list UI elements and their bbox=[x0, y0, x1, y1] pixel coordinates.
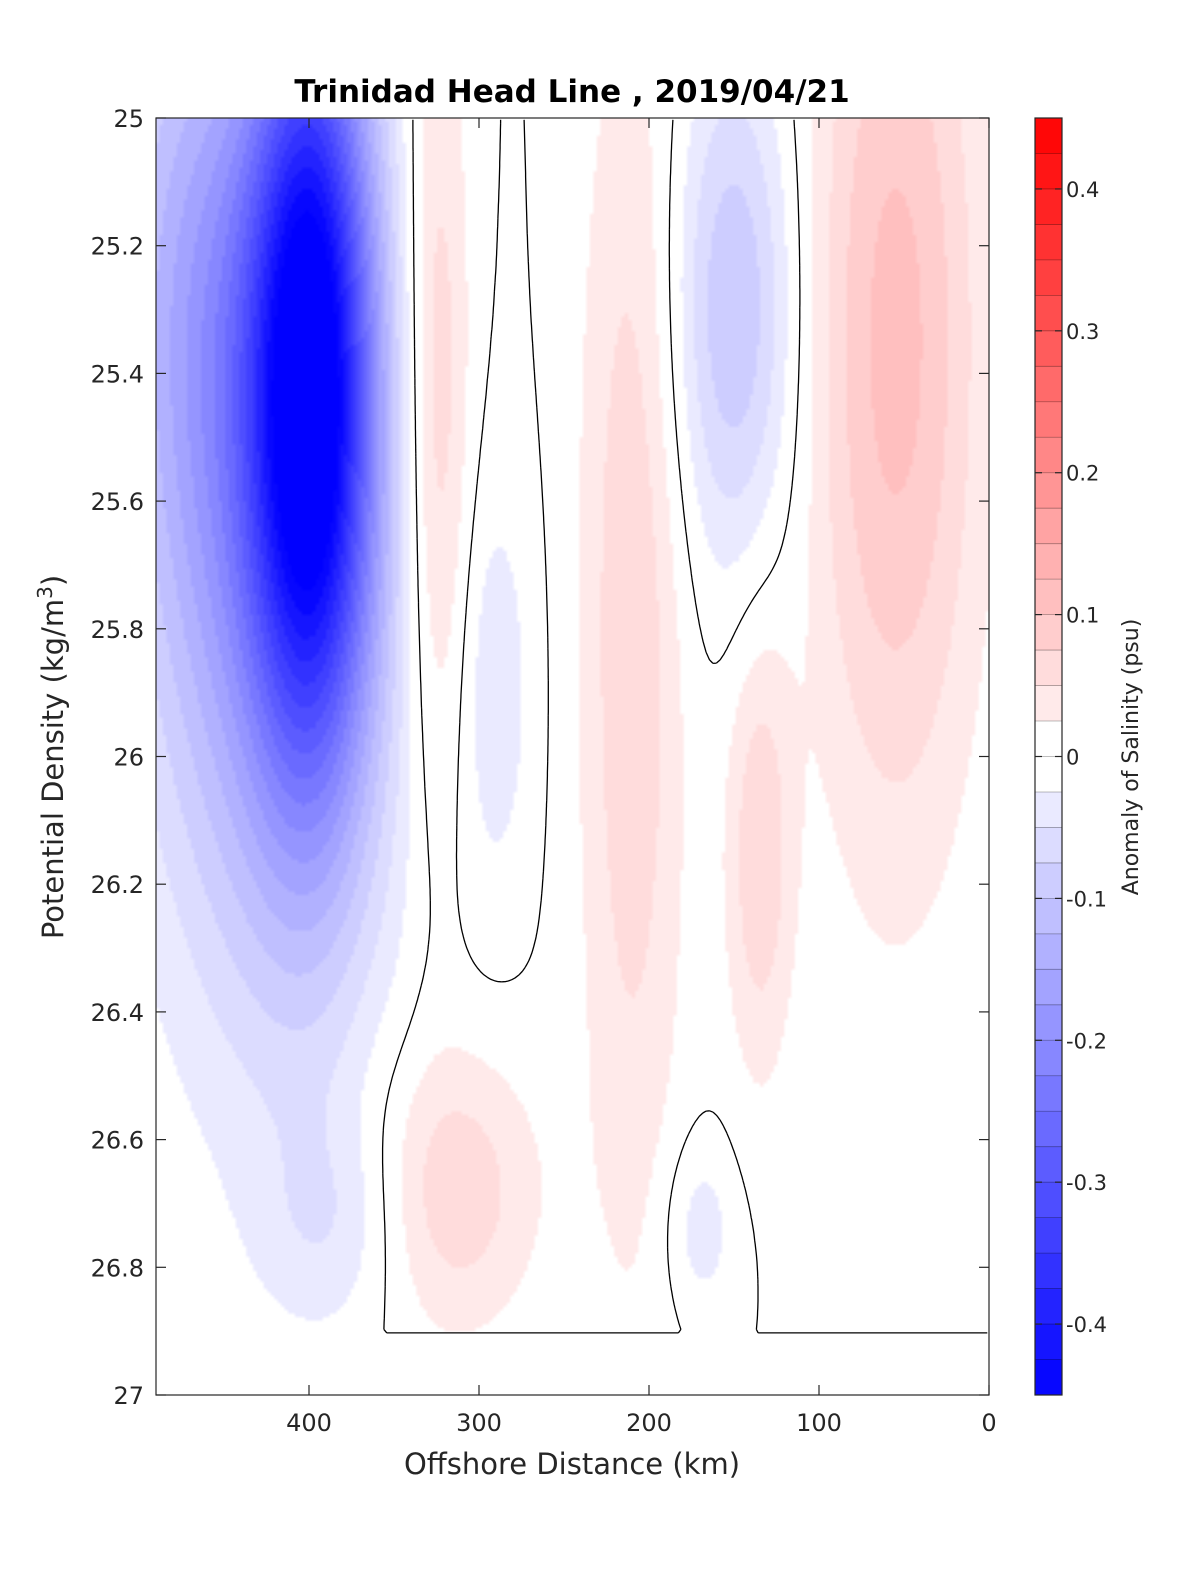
colorbar-segment bbox=[1035, 933, 1062, 970]
y-tick-label: 25.6 bbox=[91, 488, 144, 516]
colorbar-label: Anomaly of Salinity (psu) bbox=[1119, 619, 1144, 896]
colorbar-segment bbox=[1035, 153, 1062, 190]
colorbar-segment bbox=[1035, 401, 1062, 438]
colorbar-segment bbox=[1035, 118, 1062, 154]
colorbar-segment bbox=[1035, 1324, 1062, 1361]
x-tick-label: 0 bbox=[981, 1409, 996, 1437]
colorbar-segment bbox=[1035, 224, 1062, 261]
y-tick-label: 25.8 bbox=[91, 616, 144, 644]
colorbar-segment bbox=[1035, 330, 1062, 367]
colorbar-tick-label: 0.1 bbox=[1066, 604, 1099, 628]
y-tick-label: 26.6 bbox=[91, 1127, 144, 1155]
colorbar-segment bbox=[1035, 685, 1062, 722]
y-tick-label: 26 bbox=[113, 744, 144, 772]
colorbar-tick-label: 0.3 bbox=[1066, 320, 1099, 344]
x-tick-label: 100 bbox=[796, 1409, 842, 1437]
colorbar-segment bbox=[1035, 827, 1062, 864]
colorbar-segment bbox=[1035, 721, 1062, 757]
y-axis-label: Potential Density (kg/m3) bbox=[33, 575, 70, 939]
y-tick-label: 26.4 bbox=[91, 999, 144, 1027]
colorbar-segment bbox=[1035, 791, 1062, 828]
colorbar-segment bbox=[1035, 295, 1062, 332]
salinity-anomaly-field bbox=[156, 118, 989, 1395]
colorbar-tick-label: -0.3 bbox=[1066, 1171, 1107, 1195]
colorbar-tick-label: -0.1 bbox=[1066, 887, 1107, 911]
colorbar-tick-label: 0 bbox=[1066, 746, 1079, 770]
y-tick-label: 25.2 bbox=[91, 233, 144, 261]
colorbar-segment bbox=[1035, 1075, 1062, 1112]
colorbar-segment bbox=[1035, 614, 1062, 651]
y-tick-label: 26.2 bbox=[91, 871, 144, 899]
colorbar-segment bbox=[1035, 756, 1062, 793]
chart-title: Trinidad Head Line , 2019/04/21 bbox=[294, 74, 849, 110]
y-tick-label: 25 bbox=[113, 105, 144, 133]
colorbar-segment bbox=[1035, 1288, 1062, 1325]
y-axis-ticks: 25 25.2 25.4 25.6 25.8 26 26.2 26.4 26.6 26.8 27 bbox=[91, 105, 989, 1410]
colorbar-segment bbox=[1035, 259, 1062, 296]
colorbar-segment bbox=[1035, 1040, 1062, 1077]
y-tick-label: 25.4 bbox=[91, 360, 144, 388]
colorbar-segment bbox=[1035, 508, 1062, 545]
colorbar-tick-label: 0.2 bbox=[1066, 462, 1099, 486]
colorbar-segment bbox=[1035, 862, 1062, 899]
colorbar-segment bbox=[1035, 1359, 1062, 1396]
x-tick-label: 300 bbox=[456, 1409, 502, 1437]
colorbar-tick-label: -0.2 bbox=[1066, 1029, 1107, 1053]
y-tick-label: 27 bbox=[113, 1382, 144, 1410]
x-axis-label: Offshore Distance (km) bbox=[404, 1447, 740, 1481]
x-tick-label: 200 bbox=[626, 1409, 672, 1437]
y-axis-label-close: ) bbox=[36, 575, 70, 586]
y-axis-label-main: Potential Density (kg/m bbox=[36, 599, 70, 939]
colorbar-segment bbox=[1035, 366, 1062, 403]
x-axis-ticks: 400 300 200 100 0 bbox=[286, 118, 997, 1437]
colorbar-ticks: 0.4 0.3 0.2 0.1 0 -0.1 -0.2 -0.3 -0.4 bbox=[1035, 178, 1107, 1337]
colorbar-segment bbox=[1035, 898, 1062, 935]
colorbar-segment bbox=[1035, 1253, 1062, 1290]
colorbar-segment bbox=[1035, 1111, 1062, 1148]
colorbar-segment bbox=[1035, 1146, 1062, 1183]
colorbar-segment bbox=[1035, 543, 1062, 580]
colorbar-segment bbox=[1035, 437, 1062, 474]
colorbar-tick-label: -0.4 bbox=[1066, 1313, 1107, 1337]
zero-contour-lines bbox=[381, 119, 988, 1334]
colorbar-segment bbox=[1035, 188, 1062, 225]
zero-contour bbox=[381, 119, 988, 1334]
y-axis-label-superscript: 3 bbox=[33, 586, 57, 599]
colorbar-segment bbox=[1035, 1182, 1062, 1219]
y-tick-label: 26.8 bbox=[91, 1254, 144, 1282]
colorbar-segment bbox=[1035, 650, 1062, 687]
x-tick-label: 400 bbox=[286, 1409, 332, 1437]
colorbar-segment bbox=[1035, 1217, 1062, 1254]
colorbar-tick-label: 0.4 bbox=[1066, 178, 1099, 202]
colorbar-segment bbox=[1035, 1004, 1062, 1041]
colorbar-segment bbox=[1035, 969, 1062, 1006]
colorbar-segment bbox=[1035, 472, 1062, 509]
colorbar-segment bbox=[1035, 579, 1062, 616]
